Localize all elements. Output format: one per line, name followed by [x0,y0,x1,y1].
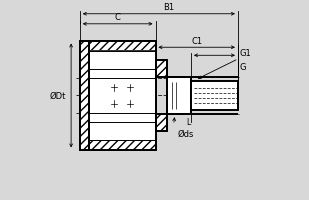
Text: G1: G1 [240,49,252,58]
Text: Øds: Øds [178,129,194,138]
Polygon shape [88,52,155,140]
Text: C: C [115,13,121,22]
Polygon shape [88,140,155,151]
Polygon shape [88,41,155,52]
Text: C1: C1 [191,36,202,45]
Text: ØDt: ØDt [49,92,66,100]
Polygon shape [167,77,191,115]
Polygon shape [80,41,88,151]
Polygon shape [155,115,167,131]
Text: B1: B1 [163,3,175,12]
Polygon shape [88,70,155,79]
Polygon shape [155,61,167,77]
Polygon shape [88,113,155,122]
Polygon shape [191,82,238,110]
Text: G: G [240,63,246,72]
Text: L: L [186,117,190,126]
